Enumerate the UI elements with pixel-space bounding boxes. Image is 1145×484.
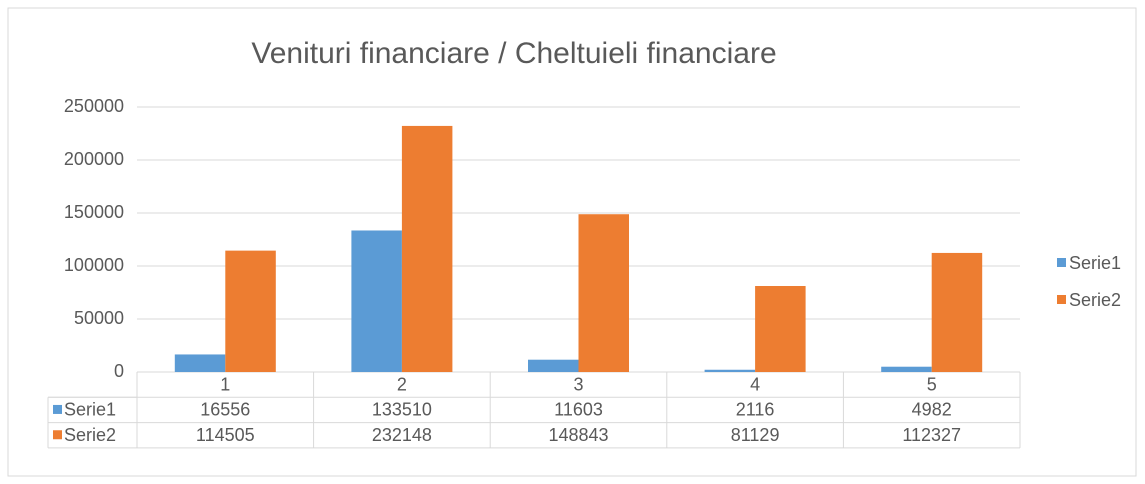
y-tick-label: 150000 xyxy=(64,202,124,222)
table-value: 4982 xyxy=(912,400,952,420)
table-series-name: Serie1 xyxy=(64,400,116,420)
table-value: 148843 xyxy=(548,425,608,445)
chart-title: Venituri financiare / Cheltuieli financi… xyxy=(251,37,776,70)
x-tick-label: 4 xyxy=(750,374,760,394)
legend-key xyxy=(1057,295,1066,304)
y-tick-label: 250000 xyxy=(64,96,124,116)
bar xyxy=(528,359,579,372)
table-value: 133510 xyxy=(372,400,432,420)
table-value: 2116 xyxy=(736,400,775,420)
bar xyxy=(755,286,806,372)
table-legend-key xyxy=(53,430,62,440)
bar xyxy=(881,366,932,372)
x-tick-label: 5 xyxy=(927,374,937,394)
y-tick-label: 100000 xyxy=(64,255,124,275)
bar xyxy=(401,125,453,372)
x-tick-label: 1 xyxy=(220,374,230,394)
table-series-name: Serie2 xyxy=(64,425,116,445)
table-value: 112327 xyxy=(902,425,961,445)
y-tick-label: 0 xyxy=(114,361,124,381)
table-value: 114505 xyxy=(196,425,255,445)
table-value: 16556 xyxy=(200,400,250,420)
chart-frame xyxy=(7,7,1137,477)
y-tick-label: 200000 xyxy=(64,149,124,169)
table-value: 81129 xyxy=(731,425,780,445)
bar xyxy=(931,252,983,372)
legend-label: Serie2 xyxy=(1069,290,1121,310)
x-tick-label: 2 xyxy=(397,374,407,394)
table-value: 11603 xyxy=(554,400,603,420)
y-tick-label: 50000 xyxy=(74,308,124,328)
bar xyxy=(174,354,226,372)
bar xyxy=(351,230,402,372)
bar xyxy=(704,369,756,372)
bar xyxy=(578,214,629,372)
table-value: 232148 xyxy=(372,425,432,445)
legend-key xyxy=(1057,258,1066,267)
bar xyxy=(225,250,276,372)
x-tick-label: 3 xyxy=(573,374,583,394)
legend-label: Serie1 xyxy=(1069,253,1121,273)
table-legend-key xyxy=(53,404,62,414)
